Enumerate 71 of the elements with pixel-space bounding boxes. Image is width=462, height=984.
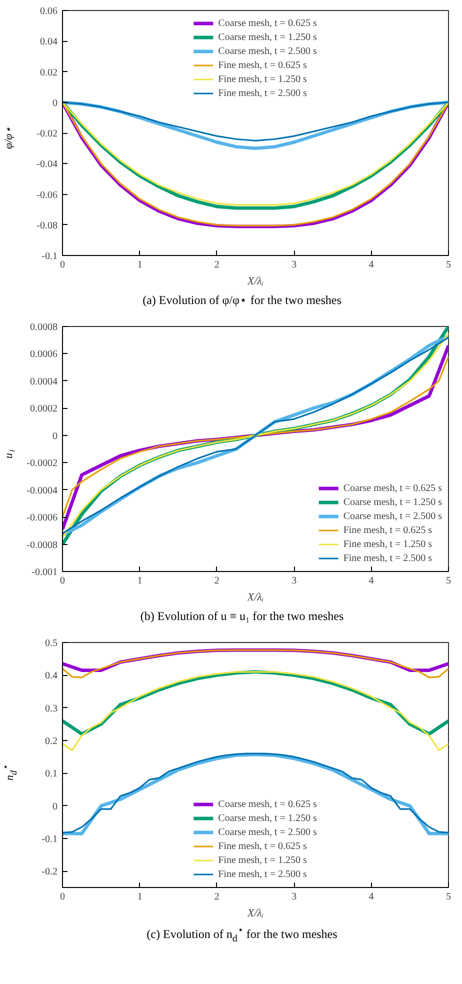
x-tick-label: 4 [368, 576, 374, 586]
x-tick-label: 2 [214, 576, 220, 586]
x-tick-label: 2 [214, 892, 220, 902]
legend-label: Coarse mesh, t = 2.500 s [343, 510, 442, 523]
legend-label: Fine mesh, t = 1.250 s [218, 72, 307, 86]
text: (a) Evolution of φ/φ⋆ for the two meshes [142, 292, 342, 309]
y-tick-label: 0.02 [40, 67, 58, 78]
x-tick-label: 3 [292, 576, 297, 586]
y-tick-label: 0.0004 [30, 376, 58, 388]
x-axis-title: X/λᵢ [246, 276, 264, 288]
y-axis-title: φ/φ⋆ [2, 126, 16, 151]
legend-label: Coarse mesh, t = 0.625 s [218, 798, 317, 811]
y-tick-label: -0.0004 [26, 485, 58, 496]
y-tick-label: 0.3 [45, 703, 58, 714]
y-tick-label: -0.2 [42, 866, 58, 878]
x-tick-label: 5 [446, 260, 451, 270]
text: (c) Evolution of n$_{d}$$^{⋆}$ for the two meshes [146, 924, 338, 946]
y-tick-label: -0.02 [36, 128, 58, 140]
x-tick-label: 5 [446, 892, 451, 902]
y-tick-label: 0.04 [40, 36, 58, 48]
x-tick-label: 0 [60, 260, 65, 270]
y-tick-label: -0.0008 [26, 540, 58, 551]
legend-label: Coarse mesh, t = 2.500 s [218, 826, 317, 839]
legend-label: Coarse mesh, t = 1.250 s [218, 30, 317, 44]
y-tick-label: -0.0002 [26, 458, 58, 470]
x-tick-label: 4 [368, 892, 374, 902]
legend-label: Coarse mesh, t = 2.500 s [218, 44, 317, 58]
legend-label: Fine mesh, t = 0.625 s [343, 524, 432, 537]
legend-label: Fine mesh, t = 2.500 s [343, 552, 432, 565]
y-tick-label: 0.0006 [30, 349, 58, 360]
legend-label: Fine mesh, t = 2.500 s [218, 86, 307, 100]
y-tick-label: 0.1 [45, 768, 58, 780]
legend-label: Coarse mesh, t = 1.250 s [218, 812, 317, 825]
legend-label: Fine mesh, t = 1.250 s [218, 854, 307, 867]
x-tick-label: 4 [368, 260, 374, 270]
y-axis-title: u₁ [2, 448, 16, 461]
y-tick-label: -0.1 [42, 834, 58, 845]
x-tick-label: 3 [292, 892, 297, 902]
x-tick-label: 5 [446, 576, 451, 586]
y-tick-label: -0.08 [36, 220, 58, 232]
y-tick-label: -0.1 [42, 251, 58, 262]
legend-label: Fine mesh, t = 0.625 s [218, 840, 307, 853]
x-tick-label: 1 [137, 260, 142, 270]
text: (b) Evolution of u ≡ u₁ for the two meshes [139, 608, 345, 625]
y-tick-label: -0.06 [36, 190, 58, 201]
y-tick-label: 0 [52, 98, 58, 109]
y-tick-label: 0 [52, 430, 58, 442]
x-tick-label: 1 [137, 892, 142, 902]
y-tick-label: 0 [52, 801, 58, 812]
y-tick-label: -0.001 [32, 567, 58, 578]
x-axis-title: X/λᵢ [246, 908, 264, 920]
x-tick-label: 1 [137, 576, 142, 586]
legend-label: Coarse mesh, t = 0.625 s [218, 16, 317, 30]
y-tick-label: -0.0006 [26, 512, 58, 524]
y-tick-label: 0.0008 [30, 322, 58, 333]
y-tick-label: 0.5 [45, 638, 58, 649]
y-tick-label: 0.06 [40, 6, 58, 17]
y-tick-label: -0.04 [36, 159, 58, 170]
x-tick-label: 2 [214, 260, 220, 270]
legend-label: Coarse mesh, t = 0.625 s [343, 482, 442, 495]
legend-label: Fine mesh, t = 1.250 s [343, 538, 432, 551]
y-tick-label: 0.0002 [30, 404, 58, 415]
legend-label: Fine mesh, t = 2.500 s [218, 868, 307, 881]
x-tick-label: 3 [292, 260, 297, 270]
legend-label: Coarse mesh, t = 1.250 s [343, 496, 442, 509]
x-tick-label: 0 [60, 576, 65, 586]
y-tick-label: 0.4 [45, 670, 58, 682]
y-tick-label: 0.2 [45, 736, 58, 747]
legend-label: Fine mesh, t = 0.625 s [218, 58, 307, 72]
x-axis-title: X/λᵢ [246, 592, 264, 604]
x-tick-label: 0 [60, 892, 65, 902]
